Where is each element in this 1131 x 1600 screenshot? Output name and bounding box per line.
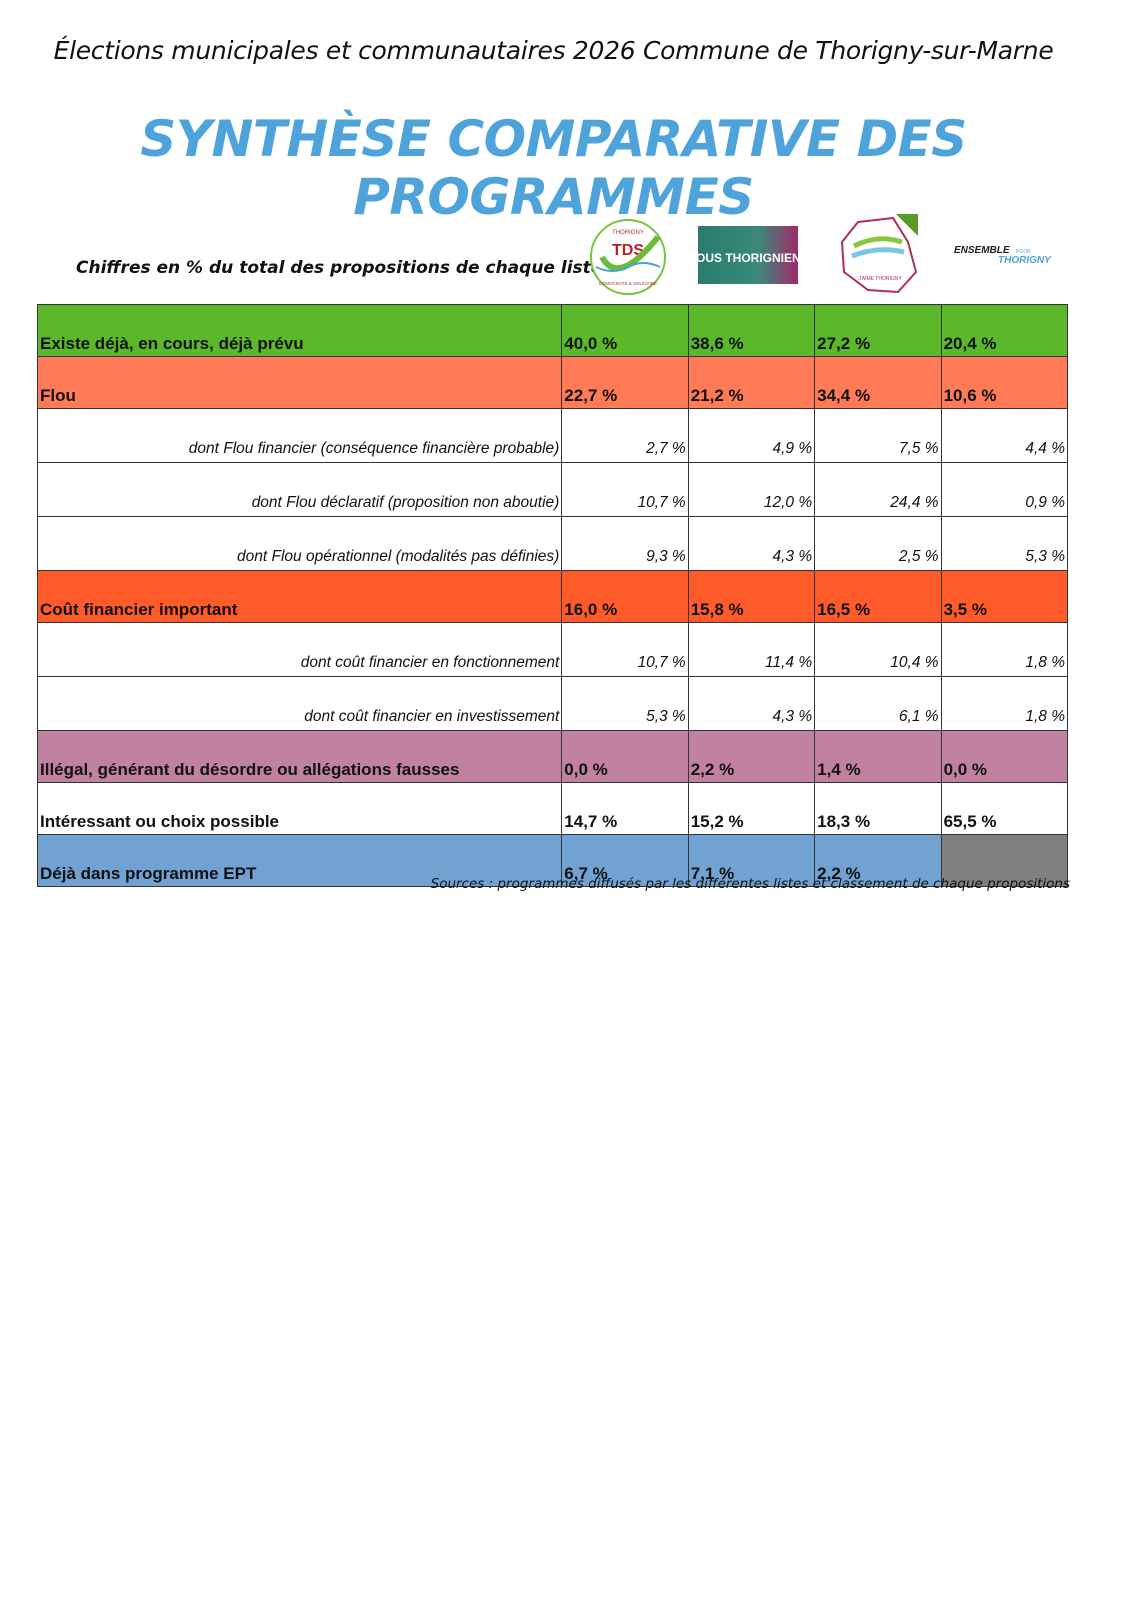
document-subtitle: Élections municipales et communautaires … (53, 36, 1054, 65)
value-cell: 5,3 % (940, 516, 1069, 571)
value-cell: 0,0 % (561, 730, 689, 783)
value-cell: 7,5 % (814, 408, 942, 463)
row-label: Existe déjà, en cours, déjà prévu (36, 304, 563, 357)
table-row: Existe déjà, en cours, déjà prévu 40,0 % 3… (36, 304, 1069, 357)
value-cell: 4,3 % (687, 676, 816, 731)
value-cell: 9,3 % (561, 516, 689, 571)
table-row: Déjà dans programme EPT 6,7 % 7,1 % 2,2 % (36, 834, 1069, 887)
row-label: Intéressant ou choix possible (36, 782, 563, 835)
value-cell: 1,8 % (940, 676, 1069, 731)
value-cell: 15,2 % (687, 782, 816, 835)
value-cell: 6,7 % (561, 834, 689, 887)
svg-text:POUR: POUR (1016, 249, 1031, 255)
value-cell: 21,2 % (687, 356, 816, 409)
value-cell: 5,3 % (561, 676, 689, 731)
value-cell: 4,4 % (940, 408, 1069, 463)
value-cell: 38,6 % (687, 304, 816, 357)
value-cell: 3,5 % (940, 570, 1069, 623)
row-label: dont coût financier en fonctionnement (36, 622, 563, 677)
value-cell: 7,1 % (687, 834, 816, 887)
value-cell: 12,0 % (687, 462, 816, 517)
value-cell: 0,9 % (940, 462, 1069, 517)
nous-thorigniens-logo: NOUS THORIGNIENS (698, 226, 798, 284)
ensemble-pour-thorigny-logo: ENSEMBLE POUR THORIGNY (954, 245, 1052, 266)
table-note: Chiffres en % du total des propositions … (76, 258, 603, 278)
table-row: Illégal, générant du désordre ou allégat… (36, 730, 1069, 783)
value-cell: 34,4 % (814, 356, 942, 409)
value-cell: 22,7 % (561, 356, 689, 409)
value-cell: 10,7 % (561, 622, 689, 677)
table-row: Flou 22,7 % 21,2 % 34,4 % 10,6 % (36, 356, 1069, 409)
table-row: dont Flou opérationnel (modalités pas dé… (36, 516, 1069, 571)
svg-text:THORIGNY: THORIGNY (998, 255, 1052, 266)
table-row: dont Flou financier (conséquence financi… (36, 408, 1069, 463)
value-cell: 16,0 % (561, 570, 689, 623)
value-cell: 1,8 % (940, 622, 1069, 677)
value-cell: 15,8 % (687, 570, 816, 623)
value-cell: 40,0 % (561, 304, 689, 357)
row-label: dont Flou opérationnel (modalités pas dé… (36, 516, 563, 571)
value-cell: 18,3 % (814, 782, 942, 835)
value-cell: 4,3 % (687, 516, 816, 571)
value-cell: 10,7 % (561, 462, 689, 517)
table-row: dont Flou déclaratif (proposition non ab… (36, 462, 1069, 517)
value-cell: 27,2 % (814, 304, 942, 357)
document-title: SYNTHÈSE COMPARATIVE DES PROGRAMMES (140, 110, 967, 226)
value-cell: 10,4 % (814, 622, 942, 677)
value-cell: 1,4 % (814, 730, 942, 783)
table-row: dont coût financier en investissement 5,3… (36, 676, 1069, 731)
value-cell: 2,7 % (561, 408, 689, 463)
svg-text:ENSEMBLE: ENSEMBLE (954, 245, 1010, 256)
table-row: Intéressant ou choix possible 14,7 % 15,2 … (36, 782, 1069, 835)
row-label: dont Flou déclaratif (proposition non ab… (36, 462, 563, 517)
value-cell: 0,0 % (940, 730, 1069, 783)
value-cell: 65,5 % (940, 782, 1069, 835)
j-aime-thorigny-logo: J'AIME THORIGNY (840, 214, 918, 294)
row-label: Coût financier important (36, 570, 563, 623)
row-label: dont Flou financier (conséquence financi… (36, 408, 563, 463)
row-label: dont coût financier en investissement (36, 676, 563, 731)
svg-text:TDS: TDS (612, 242, 644, 259)
svg-text:DÉMOCRATE & SOLIDAIRE: DÉMOCRATE & SOLIDAIRE (599, 280, 657, 286)
tds-logo: THORIGNY TDS DÉMOCRATE & SOLIDAIRE (590, 219, 666, 295)
value-cell: 20,4 % (940, 304, 1069, 357)
value-cell: 2,2 % (687, 730, 816, 783)
svg-text:THORIGNY: THORIGNY (612, 230, 644, 236)
svg-text:NOUS THORIGNIENS: NOUS THORIGNIENS (698, 251, 798, 265)
value-cell: 16,5 % (814, 570, 942, 623)
value-cell: 2,2 % (814, 834, 942, 887)
row-label: Déjà dans programme EPT (36, 834, 563, 887)
value-cell: 6,1 % (814, 676, 942, 731)
value-cell: 24,4 % (814, 462, 942, 517)
value-cell: 4,9 % (687, 408, 816, 463)
sources-note: Sources : programmes diffusés par les di… (430, 876, 1070, 892)
table-row: dont coût financier en fonctionnement 10,… (36, 622, 1069, 677)
value-cell: 10,6 % (940, 356, 1069, 409)
comparison-table: Existe déjà, en cours, déjà prévu 40,0 % 3… (36, 304, 1069, 887)
svg-text:J'AIME THORIGNY: J'AIME THORIGNY (858, 276, 902, 282)
value-cell: 14,7 % (561, 782, 689, 835)
empty-cell (940, 834, 1069, 887)
table-row: Coût financier important 16,0 % 15,8 % 16,5… (36, 570, 1069, 623)
value-cell: 11,4 % (687, 622, 816, 677)
value-cell: 2,5 % (814, 516, 942, 571)
row-label: Illégal, générant du désordre ou allégat… (36, 730, 563, 783)
row-label: Flou (36, 356, 563, 409)
